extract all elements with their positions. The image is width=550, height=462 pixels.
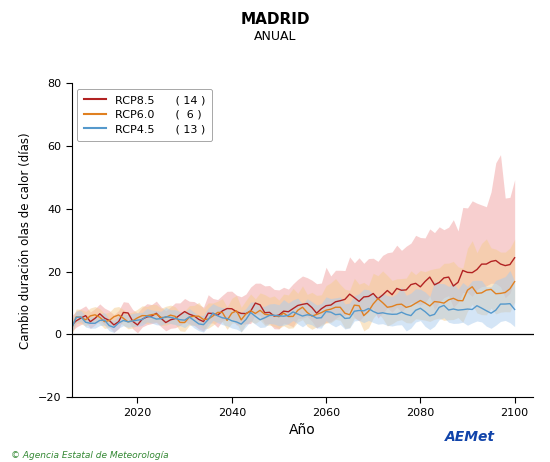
Legend: RCP8.5      ( 14 ), RCP6.0      (  6 ), RCP4.5      ( 13 ): RCP8.5 ( 14 ), RCP6.0 ( 6 ), RCP4.5 ( 13…	[77, 89, 212, 141]
Text: MADRID: MADRID	[240, 12, 310, 26]
Text: ANUAL: ANUAL	[254, 30, 296, 43]
Y-axis label: Cambio duración olas de calor (días): Cambio duración olas de calor (días)	[19, 132, 32, 348]
Text: © Agencia Estatal de Meteorología: © Agencia Estatal de Meteorología	[11, 451, 169, 460]
Text: AEMet: AEMet	[446, 430, 495, 444]
X-axis label: Año: Año	[289, 423, 316, 438]
